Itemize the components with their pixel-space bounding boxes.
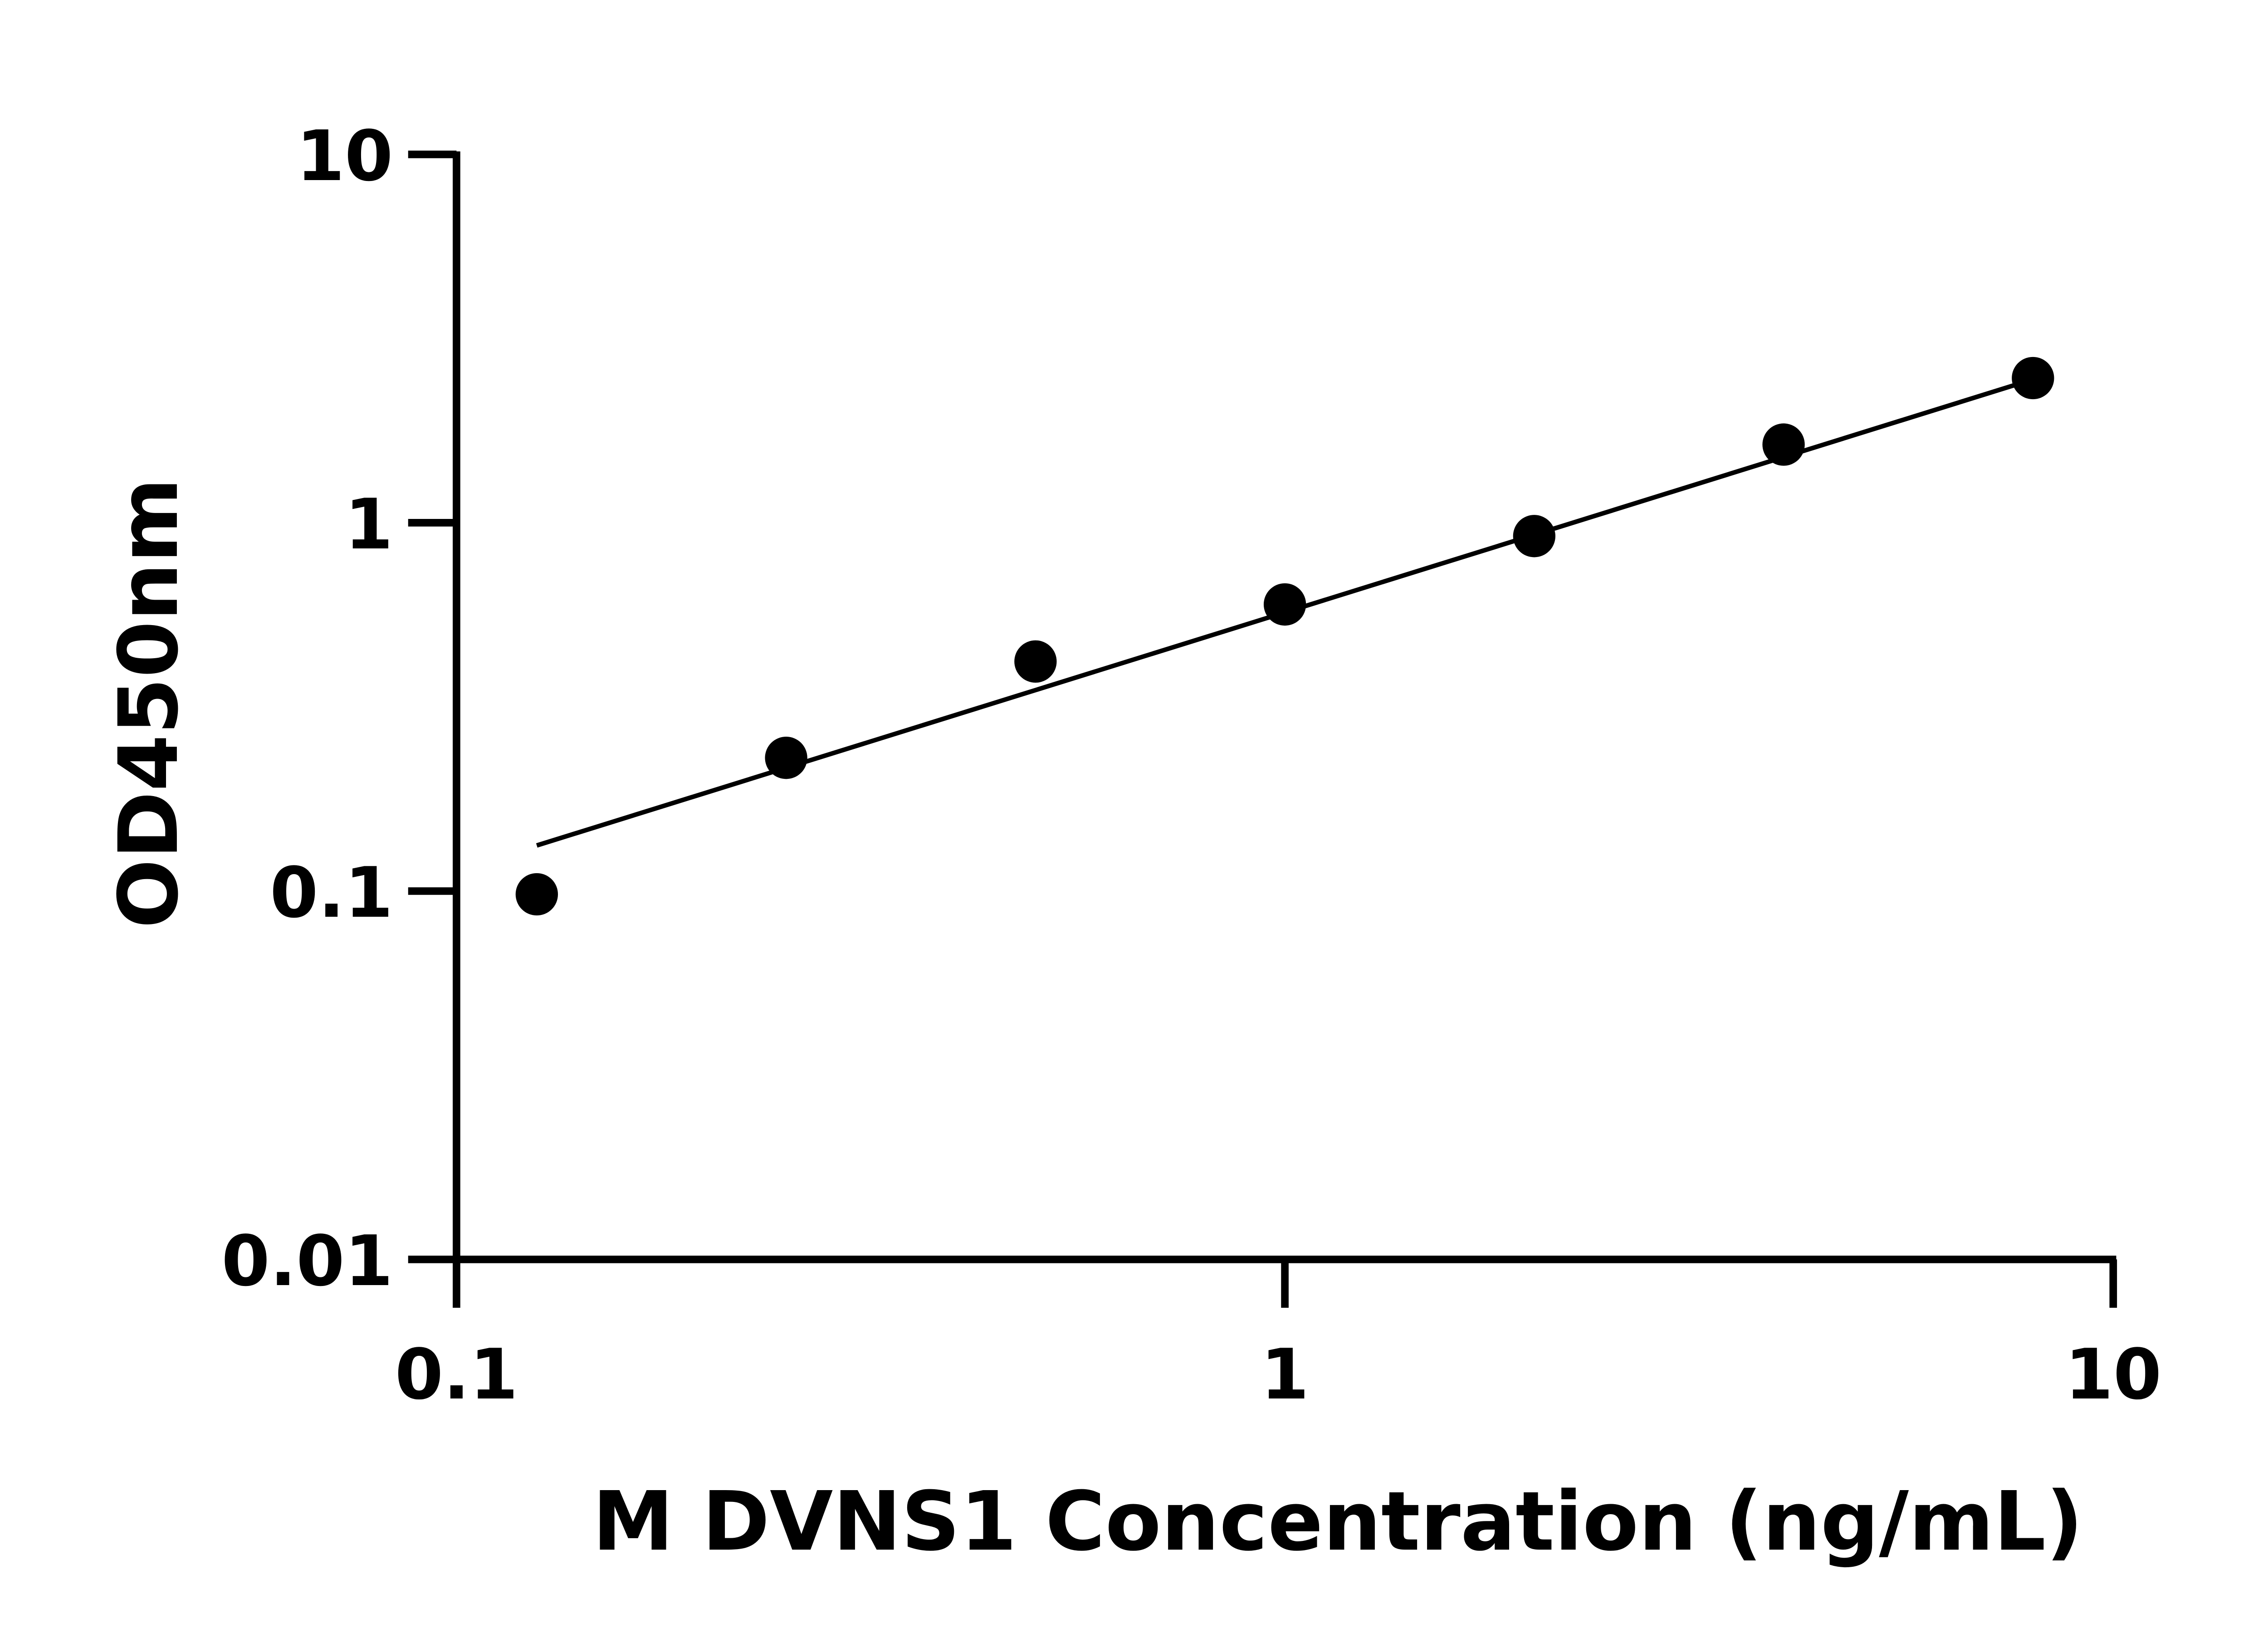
y-tick-label: 0.01	[221, 1221, 393, 1302]
axes	[453, 151, 2116, 1263]
data-point	[515, 873, 558, 916]
data-point	[1513, 515, 1555, 557]
data-point	[1014, 640, 1057, 683]
x-tick-label: 0.1	[395, 1335, 518, 1415]
y-tick-label: 1	[345, 484, 393, 565]
x-tick-label: 10	[2065, 1335, 2161, 1415]
data-point	[1762, 423, 1805, 466]
y-tick-label: 10	[296, 116, 393, 197]
data-point	[765, 737, 807, 779]
x-tick-label: 1	[1261, 1335, 1309, 1415]
data-point	[1263, 583, 1306, 626]
data-point	[2012, 357, 2054, 400]
marks	[515, 357, 2054, 916]
y-axis-label: OD450nm	[102, 478, 196, 929]
x-axis-label: M DVNS1 Concentration (ng/mL)	[592, 1474, 2083, 1569]
y-tick-label: 0.1	[270, 853, 393, 934]
